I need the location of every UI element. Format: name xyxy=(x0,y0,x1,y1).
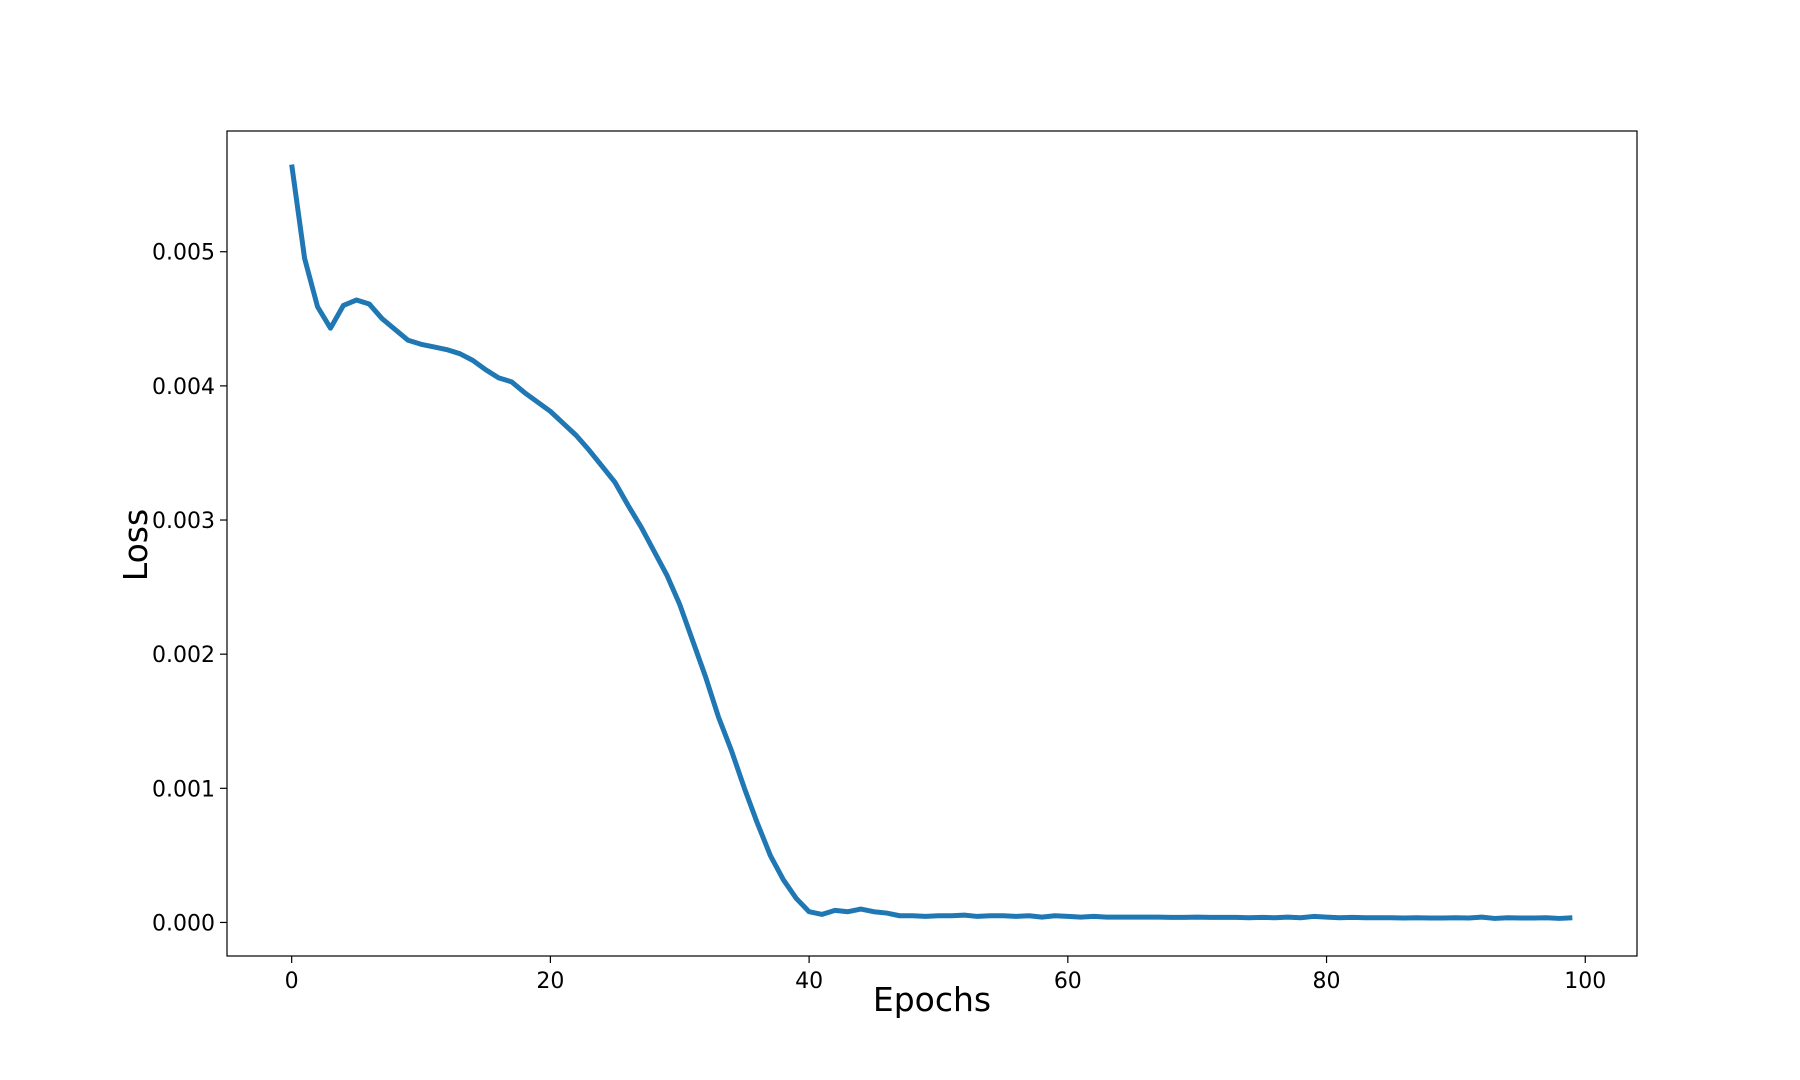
x-tick-label: 100 xyxy=(1564,969,1606,994)
series-line-loss xyxy=(289,164,1573,921)
y-tick-label: 0.003 xyxy=(152,509,215,534)
y-axis-title: Loss xyxy=(116,509,155,581)
plot-area xyxy=(227,131,1637,956)
x-tick-label: 60 xyxy=(1054,969,1082,994)
x-tick-label: 0 xyxy=(285,969,299,994)
y-tick-label: 0.000 xyxy=(152,911,215,936)
y-tick-label: 0.002 xyxy=(152,643,215,668)
x-tick-label: 40 xyxy=(795,969,823,994)
x-tick-label: 20 xyxy=(536,969,564,994)
x-axis: 0 20 40 60 80 100 xyxy=(285,956,1606,994)
y-axis: 0.000 0.001 0.002 0.003 0.004 0.005 xyxy=(152,241,227,936)
x-tick-label: 80 xyxy=(1313,969,1341,994)
y-tick-label: 0.001 xyxy=(152,777,215,802)
x-axis-title: Epochs xyxy=(873,980,991,1019)
y-tick-label: 0.005 xyxy=(152,241,215,266)
plot-frame xyxy=(226,130,1638,957)
y-tick-label: 0.004 xyxy=(152,375,215,400)
